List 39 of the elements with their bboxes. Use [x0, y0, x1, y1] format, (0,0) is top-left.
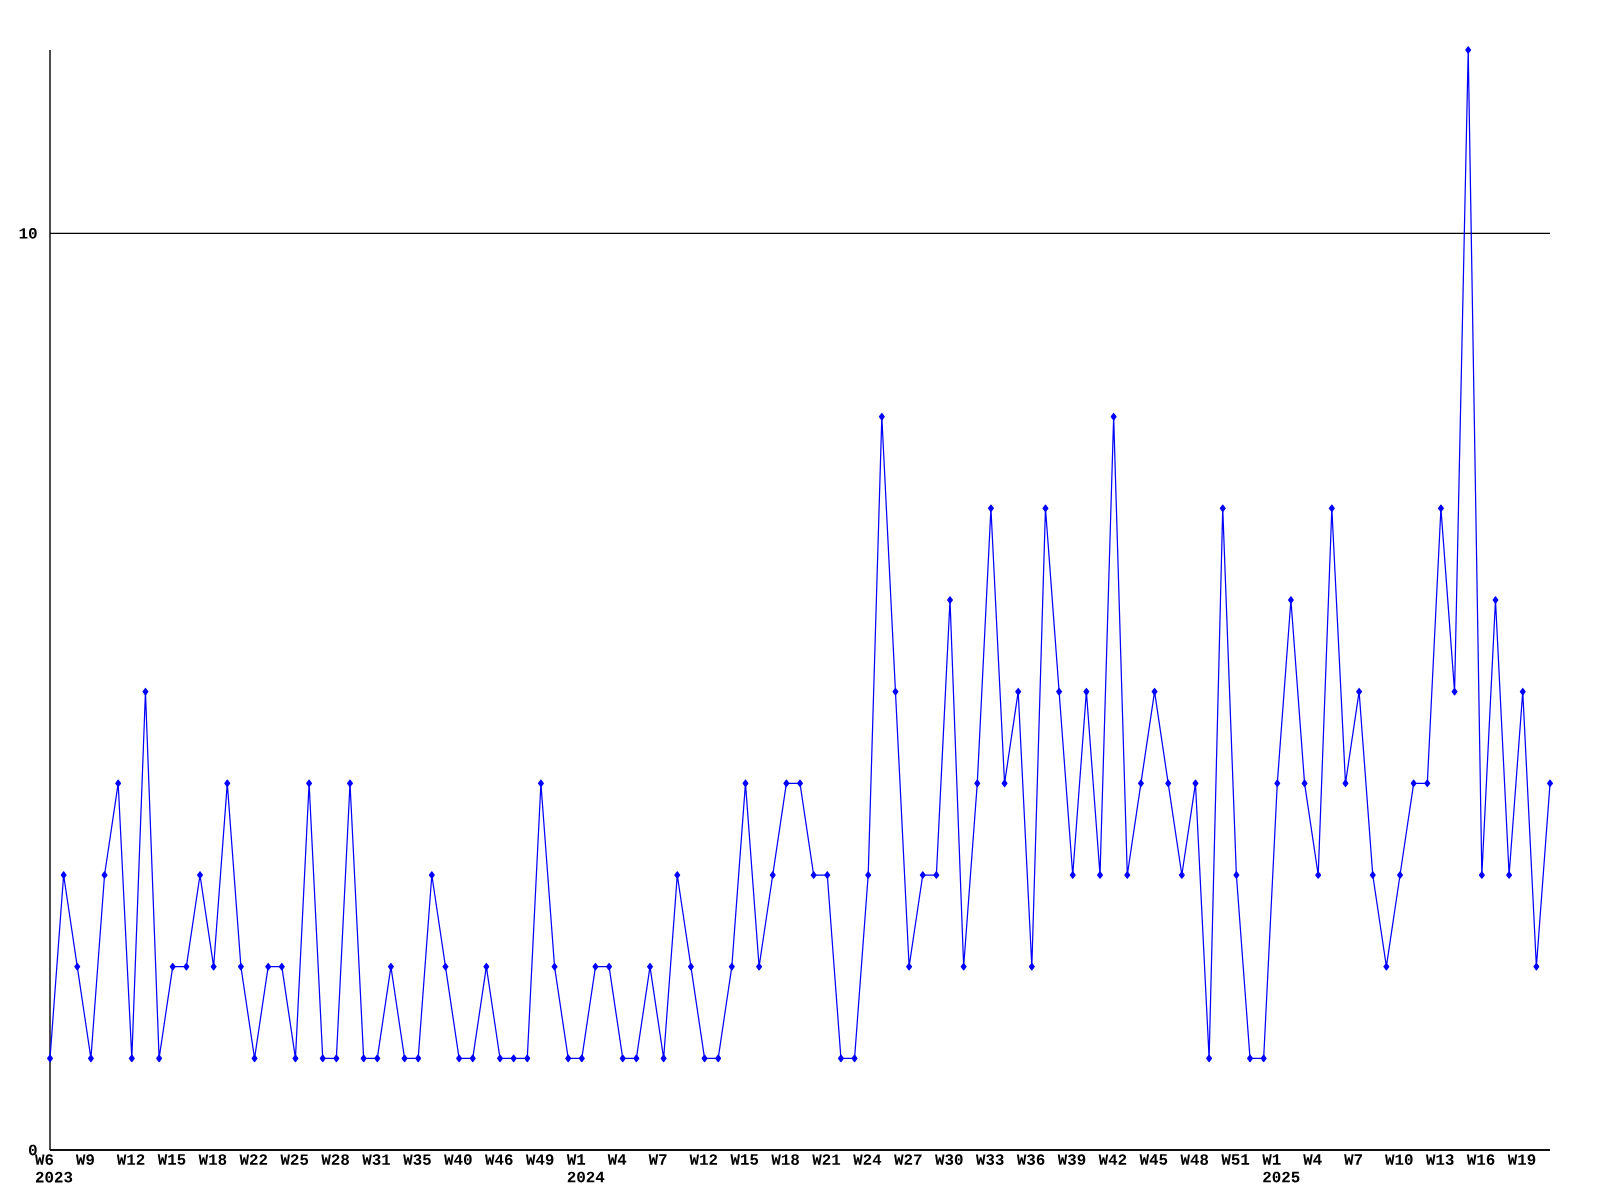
x-tick-label: W16	[1466, 1154, 1495, 1165]
x-tick-label: W10	[1385, 1154, 1413, 1165]
x-tick-label: W40	[444, 1154, 472, 1165]
x-tick-label: W4	[1303, 1154, 1322, 1165]
x-tick-label: W15	[157, 1154, 186, 1165]
x-tick-label: W28	[321, 1154, 349, 1165]
x-tick-label: W36	[1016, 1154, 1045, 1165]
x-tick-label: W24	[853, 1154, 882, 1165]
x-tick-label: W12	[689, 1154, 718, 1165]
x-tick-label: W21	[812, 1154, 841, 1165]
x-tick-label: W12	[116, 1154, 145, 1165]
x-tick-label: W7	[648, 1154, 667, 1165]
x-tick-label: W51	[1221, 1154, 1250, 1165]
x-tick-label: W7	[1344, 1154, 1363, 1165]
y-tick-label: 10	[19, 227, 37, 239]
x-tick-label: W27	[894, 1154, 922, 1165]
x-tick-label: W30	[935, 1154, 963, 1165]
x-tick-label: W6 2023	[35, 1154, 73, 1183]
x-tick-label: W42	[1098, 1154, 1127, 1165]
x-tick-label: W45	[1139, 1154, 1168, 1165]
x-tick-label: W31	[362, 1154, 391, 1165]
x-tick-label: W39	[1057, 1154, 1086, 1165]
x-tick-label: W22	[239, 1154, 268, 1165]
x-tick-label: W1 2025	[1262, 1154, 1300, 1183]
x-tick-label: W25	[280, 1154, 309, 1165]
x-tick-label: W19	[1507, 1154, 1536, 1165]
x-tick-label: W48	[1180, 1154, 1209, 1165]
x-tick-label: W1 2024	[566, 1154, 605, 1183]
x-tick-label: W18	[771, 1154, 800, 1165]
x-tick-label: W4	[607, 1154, 627, 1165]
y-tick-label: 0	[28, 1144, 37, 1156]
x-tick-label: W46	[485, 1154, 513, 1165]
x-tick-label: W35	[403, 1154, 431, 1165]
x-tick-label: W49	[525, 1154, 554, 1165]
x-tick-label: W9	[75, 1154, 94, 1165]
x-tick-label: W13	[1425, 1154, 1454, 1165]
x-tick-label: W15	[730, 1154, 759, 1165]
x-tick-label: W33	[975, 1154, 1004, 1165]
x-tick-label: W18	[198, 1154, 227, 1165]
